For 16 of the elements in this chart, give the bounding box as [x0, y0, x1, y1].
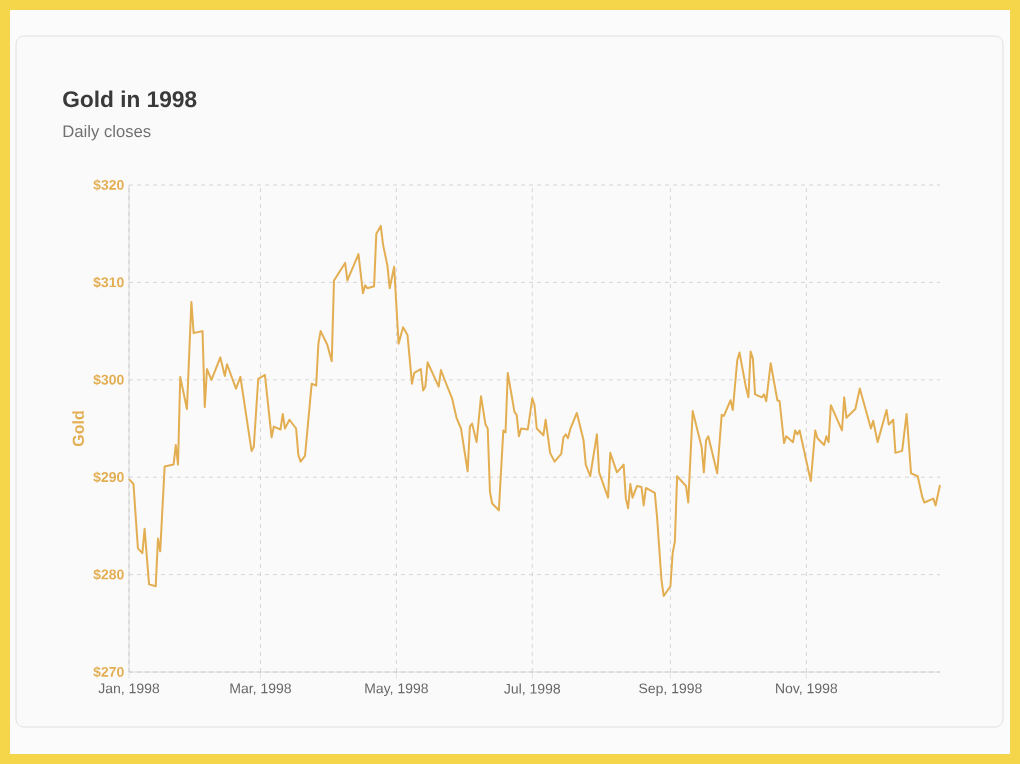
- line-series: [128, 224, 942, 598]
- chart-title: Gold in 1998: [63, 90, 197, 108]
- y-tick-label: $280: [93, 568, 124, 581]
- y-tick-label: $320: [93, 179, 124, 191]
- y-tick-label: $310: [93, 276, 124, 289]
- y-tick-label: $290: [93, 471, 124, 483]
- y-tick-label: $300: [93, 374, 124, 386]
- x-tick-label: Nov, 1998: [776, 683, 838, 695]
- x-tick-label: Sep, 1998: [639, 683, 702, 697]
- y-axis-title: Gold: [72, 411, 84, 447]
- x-tick-label: Mar, 1998: [230, 683, 291, 695]
- y-tick-label: $270: [93, 666, 124, 678]
- x-tick-label: Jan, 1998: [98, 683, 160, 695]
- x-tick-label: May, 1998: [365, 683, 428, 697]
- chart-subtitle: Daily closes: [63, 124, 151, 141]
- x-tick-label: Jul, 1998: [504, 683, 561, 696]
